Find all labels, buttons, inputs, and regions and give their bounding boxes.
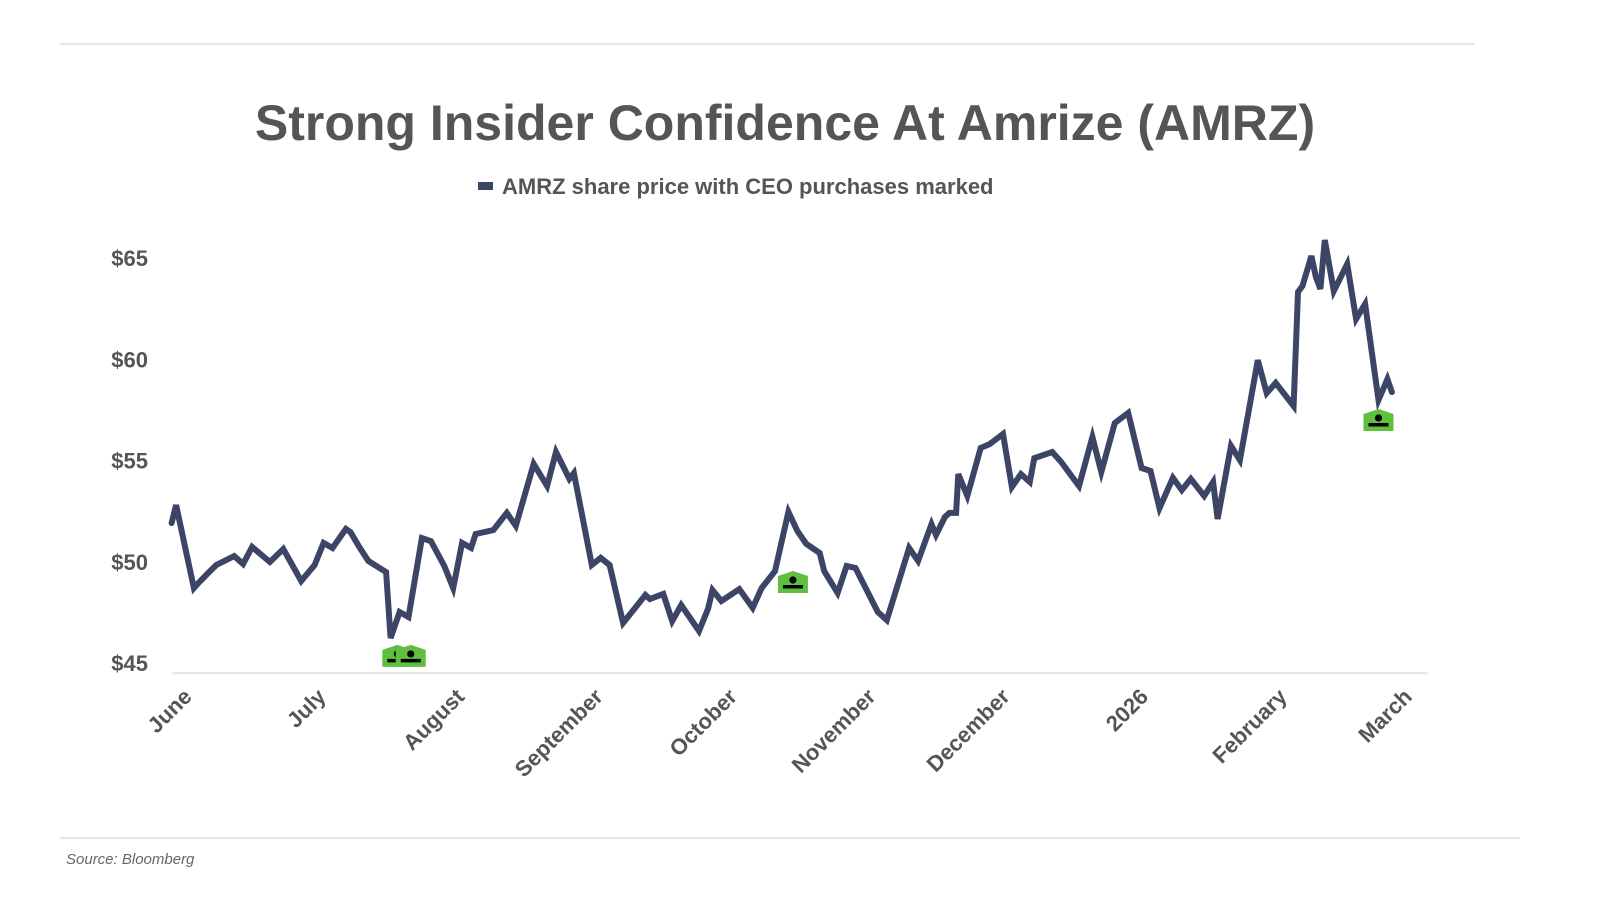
ceo-purchase-marker [777, 571, 808, 593]
person-icon [407, 650, 415, 658]
y-tick-label: $65 [111, 246, 148, 271]
person-base-icon [400, 658, 421, 663]
y-tick-label: $60 [111, 347, 148, 372]
x-tick-label: February [1207, 683, 1292, 768]
ceo-purchase-marker [1363, 409, 1394, 431]
ceo-purchase-markers [382, 409, 1394, 667]
person-icon [789, 576, 797, 584]
y-tick-label: $45 [111, 651, 148, 676]
y-axis: $65 $60 $55 $50 $45 [111, 246, 148, 676]
x-tick-label: November [787, 684, 881, 778]
x-tick-label: March [1353, 684, 1416, 747]
price-line [168, 239, 1395, 640]
chart-title: Strong Insider Confidence At Amrize (AMR… [255, 95, 1315, 151]
x-tick-label: September [510, 684, 608, 782]
x-axis: June July August September October November De… [143, 683, 1417, 782]
ceo-purchase-marker [395, 644, 426, 667]
x-tick-label: June [143, 684, 197, 738]
person-base-icon [1368, 423, 1389, 427]
person-base-icon [782, 585, 803, 589]
x-tick-label: 2026 [1101, 684, 1153, 736]
legend-swatch [478, 182, 493, 190]
x-tick-label: July [282, 683, 331, 732]
legend: AMRZ share price with CEO purchases mark… [478, 174, 994, 199]
x-tick-label: October [665, 684, 743, 762]
y-tick-label: $50 [111, 550, 148, 575]
legend-label: AMRZ share price with CEO purchases mark… [502, 174, 994, 199]
y-tick-label: $55 [111, 449, 148, 474]
source-note: Source: Bloomberg [66, 851, 195, 868]
x-tick-label: August [398, 683, 470, 755]
x-tick-label: December [922, 684, 1015, 777]
person-icon [1374, 414, 1383, 422]
